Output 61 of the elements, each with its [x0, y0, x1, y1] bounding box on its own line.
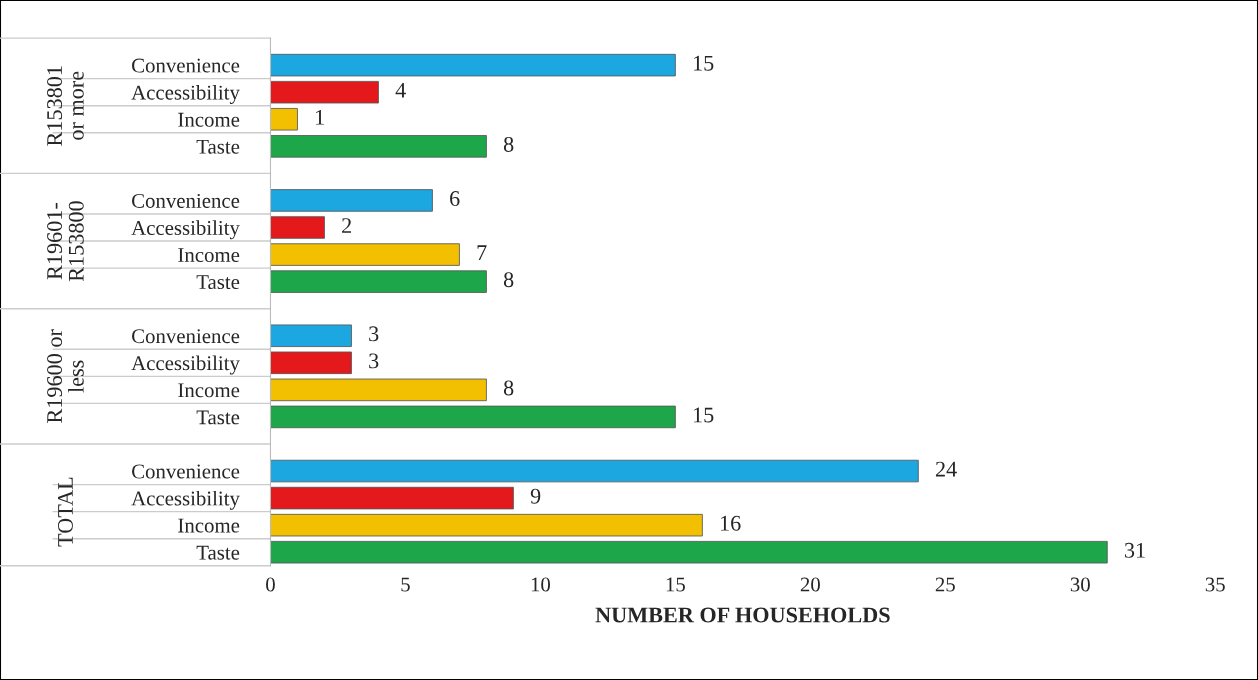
- x-tick-label: 10: [531, 577, 551, 592]
- y-tick-label: Income: [178, 248, 240, 262]
- data-label: 24: [935, 461, 957, 477]
- data-label: 9: [530, 488, 541, 504]
- data-label: 31: [1124, 542, 1145, 558]
- y-tick-label: Taste: [196, 545, 240, 560]
- bar: [270, 351, 352, 375]
- data-label: 4: [395, 82, 406, 98]
- bar: [270, 243, 460, 266]
- data-label: 6: [450, 191, 460, 207]
- y-tick-label: Convenience: [132, 193, 240, 208]
- y-tick-label: Taste: [196, 275, 240, 290]
- bar: [270, 540, 1108, 564]
- x-tick-label: 0: [266, 577, 275, 592]
- bar: [270, 270, 487, 293]
- bar: [270, 135, 487, 158]
- y-tick-label: Income: [178, 518, 240, 533]
- bar: [270, 459, 919, 483]
- x-tick-label: 15: [666, 577, 685, 592]
- x-tick-label: 5: [401, 577, 410, 592]
- data-label: 8: [503, 136, 514, 152]
- bar: [270, 378, 487, 402]
- y-tick-label: Income: [178, 383, 240, 398]
- bar: [270, 324, 352, 347]
- data-label: 8: [503, 272, 514, 288]
- bar: [270, 189, 433, 212]
- y-tick-label: Accessibility: [131, 355, 240, 375]
- data-label: 15: [693, 407, 714, 423]
- bar: [270, 486, 514, 510]
- data-label: 16: [720, 515, 741, 531]
- data-label: 15: [693, 55, 714, 71]
- x-axis-title: NUMBER OF HOUSEHOLDS: [595, 607, 890, 623]
- data-label: 1: [316, 109, 324, 125]
- x-tick-label: 30: [1070, 577, 1090, 592]
- y-tick-label: Convenience: [132, 329, 240, 344]
- x-tick-label: 20: [800, 577, 820, 592]
- bar: [270, 513, 703, 537]
- text: R19601-R153800: [47, 201, 84, 282]
- bar: [270, 108, 298, 131]
- y-tick-label: Accessibility: [131, 84, 240, 104]
- data-label: 2: [342, 218, 352, 233]
- text: TOTAL: [57, 477, 73, 547]
- data-label: 3: [369, 326, 379, 342]
- data-label: 3: [369, 353, 379, 369]
- y-tick-label: Convenience: [132, 58, 240, 73]
- y-tick-label: Taste: [196, 410, 240, 425]
- data-label: 7: [477, 245, 487, 260]
- y-tick-label: Income: [178, 112, 240, 127]
- text: R153801 or more: [47, 66, 84, 146]
- bar: [270, 53, 676, 77]
- text: R19600 or less: [47, 329, 84, 423]
- x-tick-label: 25: [935, 577, 955, 592]
- x-tick-label: 35: [1205, 577, 1225, 592]
- bar: [270, 216, 325, 239]
- y-tick-label: Convenience: [132, 464, 240, 479]
- data-label: 8: [503, 380, 514, 396]
- y-tick-label: Taste: [196, 139, 240, 154]
- y-tick-label: Accessibility: [131, 220, 240, 240]
- bar: [270, 405, 676, 429]
- y-tick-label: Accessibility: [131, 490, 240, 510]
- bar: [270, 80, 379, 104]
